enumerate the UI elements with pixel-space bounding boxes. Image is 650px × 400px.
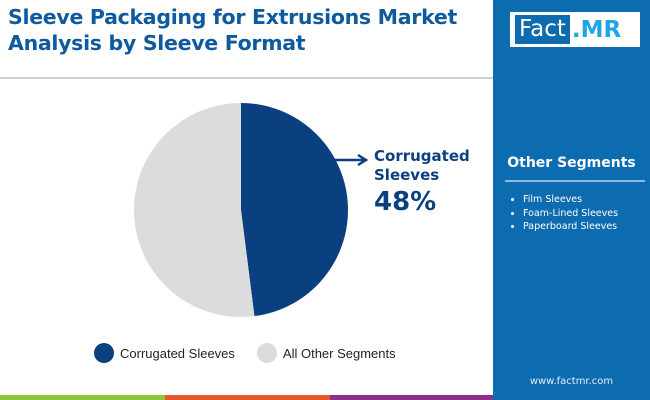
factmr-logo: Fact .MR xyxy=(510,12,640,47)
other-segments-divider xyxy=(505,180,645,182)
legend: Corrugated Sleeves All Other Segments xyxy=(94,343,396,363)
callout-arrow-icon xyxy=(334,153,369,167)
title-divider xyxy=(0,77,493,79)
list-item: Paperboard Sleeves xyxy=(523,220,618,234)
sidebar: Fact.MR Other Segments Film Sleeves Foam… xyxy=(493,0,650,400)
callout-label: Corrugated Sleeves xyxy=(374,147,470,184)
list-item: Foam-Lined Sleeves xyxy=(523,207,618,221)
other-segments-heading: Other Segments xyxy=(507,155,636,171)
list-item: Film Sleeves xyxy=(523,193,618,207)
callout-value: 48% xyxy=(374,187,437,217)
other-segments-list: Film Sleeves Foam-Lined Sleeves Paperboa… xyxy=(507,193,618,234)
pie-slice-corrugated-sleeves xyxy=(241,103,349,317)
pie-chart xyxy=(134,103,369,317)
chart-title: Sleeve Packaging for Extrusions Market A… xyxy=(8,5,457,55)
pie-slice-all-other-segments xyxy=(134,103,255,317)
legend-label-corrugated: Corrugated Sleeves xyxy=(120,345,235,361)
footer-bar-orange xyxy=(165,395,330,400)
footer-bar-purple xyxy=(330,395,493,400)
legend-label-other: All Other Segments xyxy=(282,345,396,361)
legend-swatch-other xyxy=(256,343,277,363)
callout: Corrugated Sleeves 48% xyxy=(374,147,474,219)
website-link[interactable]: www.factmr.com xyxy=(529,376,614,387)
footer-bar-green xyxy=(0,395,165,400)
legend-swatch-corrugated xyxy=(94,343,114,363)
